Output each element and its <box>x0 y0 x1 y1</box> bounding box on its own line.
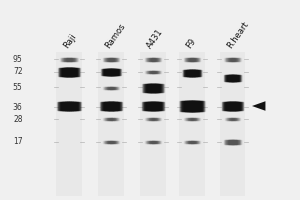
Bar <box>220 52 245 196</box>
Bar <box>179 52 205 196</box>
Text: 72: 72 <box>13 68 22 76</box>
Text: R.heart: R.heart <box>225 20 250 50</box>
Polygon shape <box>252 101 266 111</box>
Text: 95: 95 <box>13 54 22 64</box>
Bar <box>98 52 124 196</box>
Text: F9: F9 <box>184 37 198 50</box>
Text: 36: 36 <box>13 102 22 112</box>
Text: A431: A431 <box>146 27 165 50</box>
Text: 17: 17 <box>13 138 22 146</box>
Text: 28: 28 <box>13 114 22 123</box>
Text: 55: 55 <box>13 82 22 92</box>
Text: Raji: Raji <box>61 32 78 50</box>
Text: Ramos: Ramos <box>103 21 127 50</box>
Bar <box>140 52 166 196</box>
Bar <box>56 52 82 196</box>
